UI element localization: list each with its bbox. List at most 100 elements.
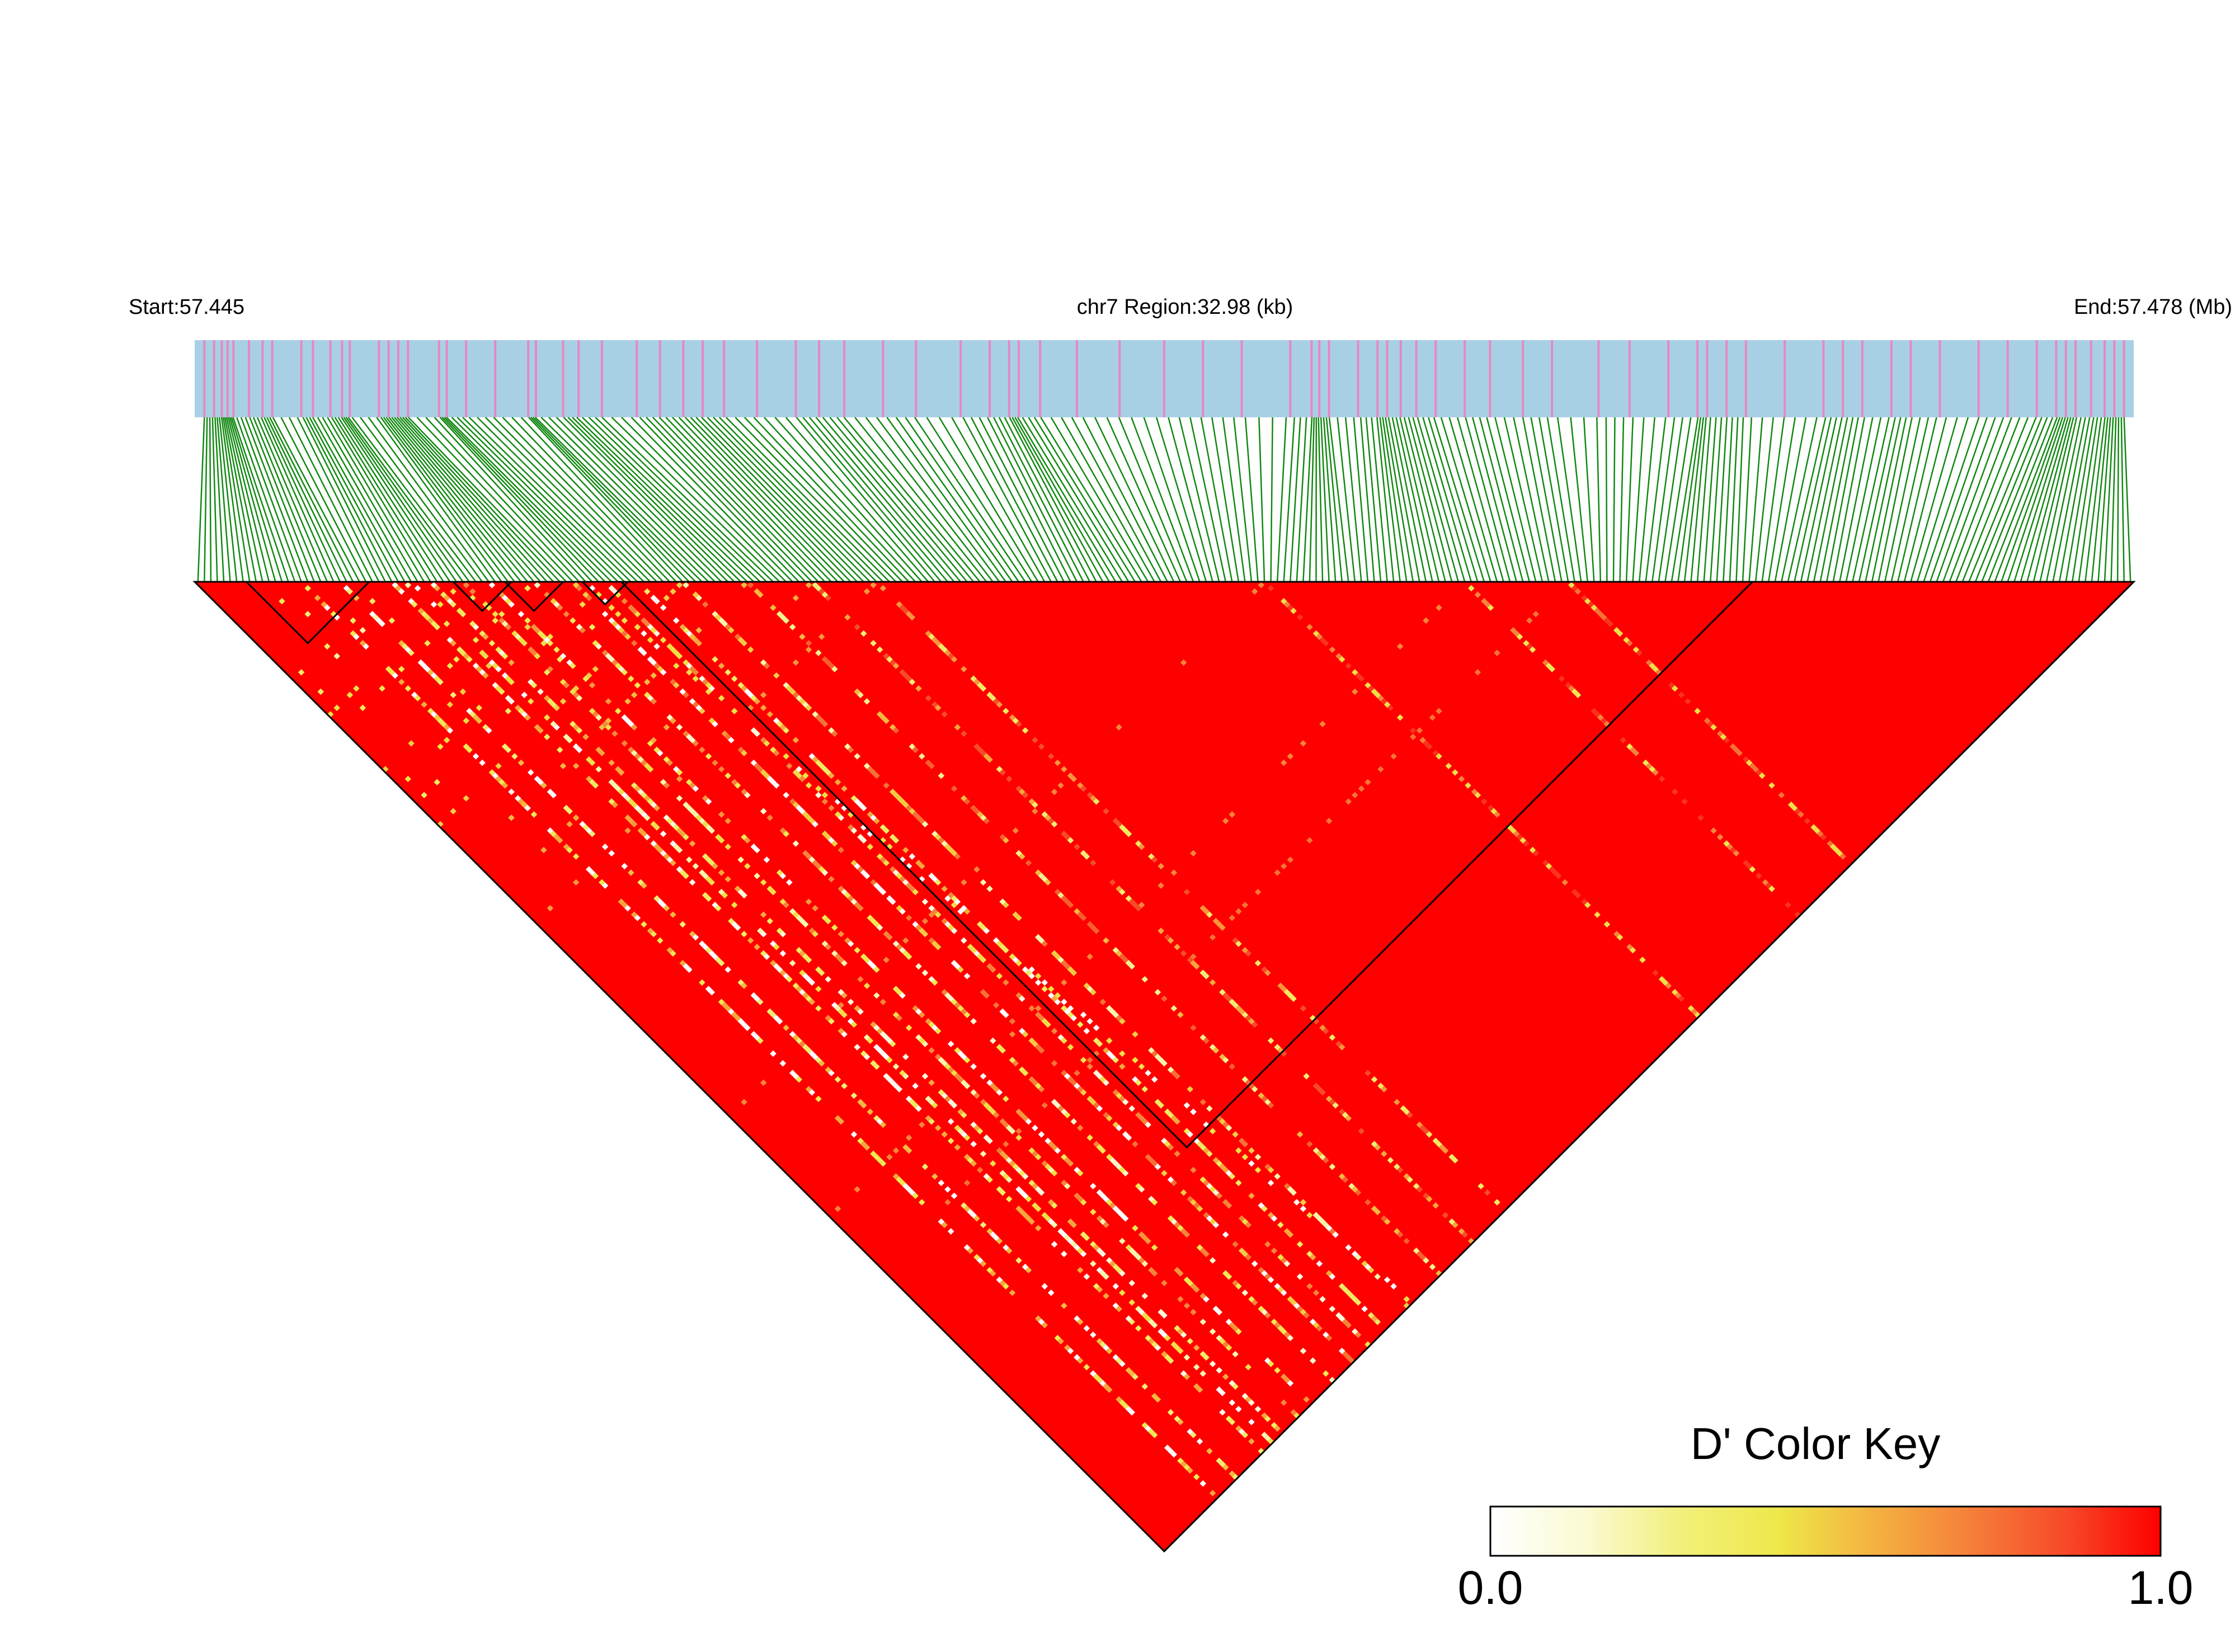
ld-cell — [1264, 1312, 1271, 1319]
ld-cell — [1099, 1270, 1106, 1277]
ld-cell — [1096, 1215, 1103, 1222]
snp-tick — [1310, 340, 1313, 417]
ld-cell — [1251, 1086, 1258, 1093]
ld-cell — [1571, 888, 1578, 896]
ld-cell — [948, 1137, 954, 1145]
snp-tick — [794, 340, 797, 417]
ld-cell — [1154, 1053, 1161, 1060]
snp-connector — [451, 417, 619, 582]
snp-connector — [652, 417, 813, 582]
ld-cell — [1264, 1099, 1271, 1105]
ld-cell — [1649, 766, 1656, 773]
ld-cell — [1158, 1328, 1164, 1335]
ld-cell — [492, 772, 498, 779]
snp-tick — [1163, 340, 1165, 417]
snp-connector — [1729, 417, 1739, 582]
ld-cell — [1306, 1212, 1313, 1218]
ld-cell — [1177, 1225, 1184, 1232]
ld-cell — [1003, 901, 1009, 909]
ld-cell — [712, 953, 718, 960]
ld-cell — [1277, 1325, 1284, 1332]
ld-cell — [683, 730, 689, 737]
ld-cell — [879, 856, 887, 863]
ld-cell — [1177, 1328, 1184, 1335]
ld-cell — [1820, 834, 1827, 841]
ld-cell — [754, 872, 760, 879]
ld-cell — [1193, 1474, 1200, 1480]
ld-cell — [508, 659, 515, 666]
ld-cell — [1177, 1457, 1184, 1464]
ld-cell — [980, 989, 987, 996]
ld-cell — [825, 1066, 831, 1074]
ld-cell — [1238, 1428, 1245, 1435]
ld-cell — [1103, 1292, 1109, 1300]
ld-cell — [1281, 759, 1287, 766]
ld-cell — [430, 672, 437, 679]
ld-cell — [905, 1024, 912, 1031]
ld-cell — [1216, 1367, 1222, 1374]
ld-cell — [944, 1095, 951, 1102]
ld-cell — [1545, 863, 1552, 870]
ld-cell — [1064, 1073, 1071, 1080]
ld-cell — [1335, 653, 1342, 660]
ld-cell — [666, 643, 673, 650]
ld-cell — [886, 1154, 893, 1160]
ld-cell — [1077, 1086, 1084, 1093]
ld-cell — [1032, 1079, 1038, 1086]
ld-cell — [779, 827, 787, 834]
ld-cell — [879, 888, 887, 896]
ld-cell — [579, 601, 586, 608]
ld-cell — [647, 928, 654, 934]
ld-cell — [608, 656, 615, 663]
ld-cell — [1057, 782, 1064, 789]
ld-cell — [980, 685, 987, 692]
ld-cell — [980, 1260, 987, 1267]
ld-cell — [737, 637, 744, 643]
ld-cell — [879, 999, 887, 1005]
ld-cell — [844, 743, 851, 750]
ld-cell — [973, 1254, 980, 1261]
ld-cell — [641, 630, 647, 637]
ld-cell — [996, 1089, 1003, 1096]
ld-cell — [559, 698, 567, 705]
ld-cell — [1229, 1321, 1236, 1329]
ld-cell — [773, 944, 780, 950]
ld-cell — [1212, 1221, 1220, 1229]
ld-cell — [563, 611, 570, 618]
ld-cell — [1164, 1108, 1171, 1116]
ld-cell — [983, 753, 990, 760]
ld-cell — [1061, 1302, 1067, 1309]
ld-cell — [608, 850, 615, 856]
ld-cell — [934, 1028, 942, 1034]
ld-cell — [547, 640, 554, 647]
ld-cell — [1070, 1241, 1077, 1248]
ld-cell — [550, 721, 557, 727]
ld-cell — [921, 917, 929, 925]
ld-cell — [1448, 1218, 1455, 1225]
ld-cell — [1716, 834, 1724, 841]
ld-cell — [1296, 614, 1304, 621]
ld-cell — [498, 611, 505, 618]
ld-cell — [1203, 1296, 1210, 1303]
snp-connector — [1742, 417, 1753, 582]
ld-cell — [534, 627, 541, 634]
ld-cell — [892, 1147, 900, 1154]
ld-cell — [1003, 1141, 1009, 1147]
color-key-gradient-bar — [1489, 1505, 2162, 1557]
snp-tick — [1489, 340, 1491, 417]
ld-cell — [909, 886, 916, 892]
ld-cell — [1019, 1208, 1025, 1216]
ld-cell — [1183, 1302, 1191, 1309]
ld-cell — [427, 617, 434, 624]
ld-cell — [672, 766, 680, 773]
ld-cell — [1733, 850, 1740, 856]
ld-cell — [847, 999, 854, 1005]
ld-cell — [683, 659, 689, 666]
snp-connector — [222, 417, 251, 582]
ld-cell — [1342, 1319, 1349, 1325]
ld-cell — [1112, 1283, 1119, 1290]
ld-cell — [1632, 646, 1640, 653]
snp-connector — [2091, 417, 2109, 582]
ld-cell — [472, 624, 479, 630]
ld-cell — [1542, 859, 1549, 867]
